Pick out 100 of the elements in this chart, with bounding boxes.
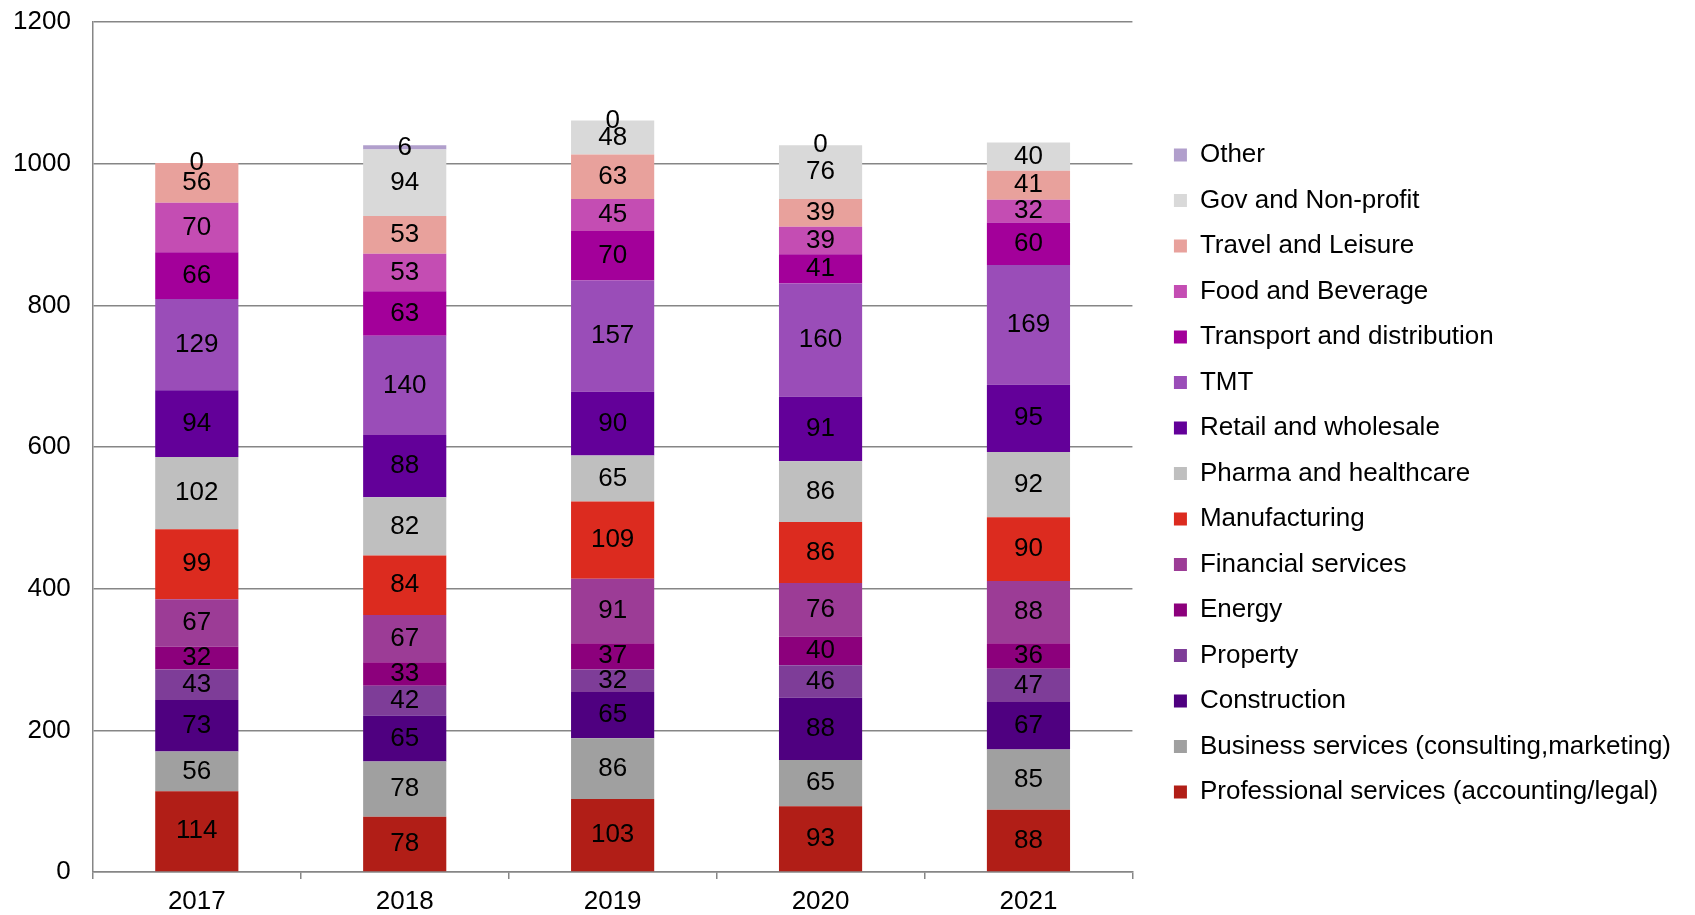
data-label: 66 <box>182 258 212 289</box>
legend-label: Food and Beverage <box>1199 274 1429 305</box>
y-tick-label: 1000 <box>13 146 71 177</box>
legend-label: Other <box>1199 138 1266 169</box>
data-label: 65 <box>598 698 628 729</box>
data-label: 82 <box>390 509 420 540</box>
bar <box>155 456 239 530</box>
data-label: 84 <box>390 568 420 599</box>
data-label: 67 <box>1014 708 1043 739</box>
bar <box>986 809 1071 872</box>
bar <box>363 816 447 872</box>
bar <box>155 699 239 752</box>
data-label: 90 <box>1014 532 1043 563</box>
legend-label: Construction <box>1199 684 1346 715</box>
bar <box>363 253 447 292</box>
data-label: 91 <box>806 412 836 443</box>
data-label: 94 <box>182 406 212 437</box>
data-label: 46 <box>806 664 836 695</box>
data-label: 160 <box>798 323 843 354</box>
y-tick-label: 800 <box>27 288 71 319</box>
bar <box>778 583 863 637</box>
data-label: 65 <box>390 721 420 752</box>
legend-label: Transport and distribution <box>1199 320 1494 351</box>
bar <box>155 669 239 700</box>
bar <box>986 264 1071 385</box>
bar <box>986 384 1071 452</box>
data-label: 86 <box>598 751 628 782</box>
data-label: 92 <box>1014 467 1043 498</box>
legend-label: Property <box>1199 638 1299 669</box>
bar <box>778 254 863 284</box>
bar <box>571 578 655 644</box>
data-label: 63 <box>598 159 628 190</box>
y-tick-label: 600 <box>27 430 71 461</box>
y-tick-label: 200 <box>27 713 71 744</box>
bar <box>363 715 447 762</box>
bar <box>571 799 655 872</box>
data-label: 95 <box>1014 401 1043 432</box>
data-label: 114 <box>176 814 218 845</box>
data-label: 67 <box>182 606 212 637</box>
legend-label: Gov and Non-profit <box>1199 183 1421 214</box>
data-label: 53 <box>390 218 420 249</box>
bar <box>155 599 239 647</box>
data-label: 65 <box>806 766 836 797</box>
legend-label: Professional services (accounting/legal) <box>1199 775 1659 806</box>
y-tick-label: 400 <box>27 571 71 602</box>
data-label: 70 <box>598 238 628 269</box>
legend-label: Financial services <box>1199 547 1407 578</box>
bar <box>571 692 655 739</box>
bar <box>155 252 239 299</box>
data-label: 67 <box>390 621 420 652</box>
data-label: 6 <box>397 130 412 161</box>
data-label: 70 <box>182 210 212 241</box>
data-label: 85 <box>1014 762 1043 793</box>
bar <box>778 806 863 872</box>
bar <box>571 154 655 200</box>
bar <box>571 199 655 231</box>
legend-label: Manufacturing <box>1199 502 1365 533</box>
bar <box>571 280 655 392</box>
bar <box>363 497 447 556</box>
data-label: 60 <box>1014 226 1043 257</box>
data-label: 109 <box>590 523 635 554</box>
bar <box>155 298 239 391</box>
data-label: 169 <box>1006 307 1051 338</box>
legend-label: Retail and wholesale <box>1199 411 1440 442</box>
bar <box>778 522 863 583</box>
legend-label: Travel and Leisure <box>1199 229 1415 260</box>
data-label: 88 <box>1014 823 1043 854</box>
bar <box>155 791 239 872</box>
data-label: 76 <box>806 593 836 624</box>
data-label: 53 <box>390 255 420 286</box>
bar <box>986 702 1071 750</box>
bar <box>778 396 863 462</box>
bar <box>986 142 1071 171</box>
data-label: 78 <box>390 827 420 858</box>
legend-label: Pharma and healthcare <box>1199 456 1471 487</box>
data-label: 40 <box>806 634 836 665</box>
x-tick-label: 2019 <box>583 885 642 915</box>
bar <box>571 501 655 579</box>
data-label: 88 <box>806 712 836 743</box>
y-tick-label: 1200 <box>13 5 71 36</box>
data-label: 103 <box>590 818 635 849</box>
data-label: 56 <box>182 754 212 785</box>
bar <box>571 230 655 281</box>
bar <box>363 614 447 663</box>
bar <box>363 291 447 336</box>
bar <box>986 222 1071 265</box>
bar <box>363 555 447 615</box>
bar <box>155 751 239 792</box>
x-tick-label: 2017 <box>167 885 226 915</box>
bar <box>363 335 447 435</box>
data-label: 94 <box>390 165 420 196</box>
data-label: 47 <box>1014 668 1043 699</box>
bar <box>363 216 447 254</box>
bar <box>986 749 1071 810</box>
bar <box>155 529 239 600</box>
bar <box>363 761 447 817</box>
bar <box>571 455 655 502</box>
bar <box>571 391 655 456</box>
data-label: 90 <box>598 406 628 437</box>
data-label: 45 <box>598 198 628 229</box>
